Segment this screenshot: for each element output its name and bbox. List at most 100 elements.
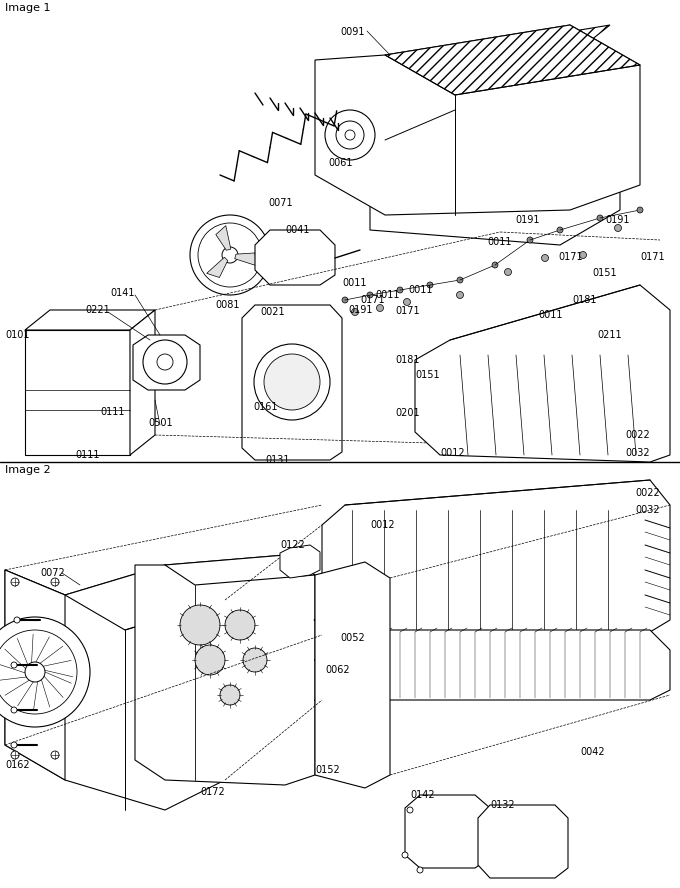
- Text: 0151: 0151: [592, 268, 617, 278]
- Text: 0201: 0201: [395, 408, 420, 418]
- Text: 0191: 0191: [605, 215, 630, 225]
- Text: Image 2: Image 2: [5, 465, 50, 475]
- Polygon shape: [385, 25, 640, 95]
- Polygon shape: [5, 570, 65, 780]
- Polygon shape: [322, 480, 670, 635]
- Circle shape: [198, 223, 262, 287]
- Circle shape: [352, 308, 358, 315]
- Text: 0042: 0042: [580, 747, 605, 757]
- Circle shape: [51, 751, 59, 759]
- Polygon shape: [235, 253, 258, 266]
- Text: 0131: 0131: [265, 455, 290, 465]
- Text: 0021: 0021: [260, 307, 285, 317]
- Text: 0011: 0011: [408, 285, 432, 295]
- Polygon shape: [478, 805, 568, 878]
- Text: 0171: 0171: [640, 252, 664, 262]
- Circle shape: [25, 662, 45, 682]
- Circle shape: [11, 707, 17, 713]
- Text: 0101: 0101: [5, 330, 29, 340]
- Circle shape: [342, 297, 348, 303]
- Text: 0011: 0011: [487, 237, 511, 247]
- Text: 0111: 0111: [100, 407, 124, 417]
- Text: 0081: 0081: [215, 300, 239, 310]
- Polygon shape: [165, 555, 315, 585]
- Circle shape: [180, 605, 220, 645]
- Circle shape: [637, 207, 643, 213]
- Circle shape: [579, 251, 586, 258]
- Circle shape: [222, 247, 238, 263]
- Text: 0041: 0041: [285, 225, 309, 235]
- Text: 0011: 0011: [538, 310, 562, 320]
- Polygon shape: [65, 565, 225, 630]
- Circle shape: [367, 292, 373, 298]
- Circle shape: [407, 807, 413, 813]
- Polygon shape: [130, 310, 155, 455]
- Text: 0072: 0072: [40, 568, 65, 578]
- Circle shape: [557, 227, 563, 233]
- Circle shape: [243, 648, 267, 672]
- Circle shape: [345, 130, 355, 140]
- Polygon shape: [415, 285, 670, 462]
- Circle shape: [157, 354, 173, 370]
- Text: 0071: 0071: [268, 198, 292, 208]
- Circle shape: [403, 298, 411, 305]
- Circle shape: [0, 630, 77, 714]
- Text: 0211: 0211: [597, 330, 622, 340]
- Text: 0171: 0171: [558, 252, 583, 262]
- Text: 0052: 0052: [340, 633, 364, 643]
- Text: 0172: 0172: [200, 787, 225, 797]
- Circle shape: [143, 340, 187, 384]
- Text: 0022: 0022: [625, 430, 650, 440]
- Circle shape: [195, 645, 225, 675]
- Circle shape: [14, 617, 20, 623]
- Circle shape: [527, 237, 533, 243]
- Polygon shape: [25, 330, 130, 455]
- Text: 0141: 0141: [110, 288, 135, 298]
- Text: 0191: 0191: [348, 305, 373, 315]
- Text: Image 1: Image 1: [5, 3, 50, 13]
- Polygon shape: [315, 25, 640, 215]
- Polygon shape: [315, 562, 390, 788]
- Text: 0181: 0181: [572, 295, 596, 305]
- Text: 0132: 0132: [490, 800, 515, 810]
- Text: 0022: 0022: [635, 488, 660, 498]
- Polygon shape: [370, 65, 620, 245]
- Text: 0061: 0061: [328, 158, 352, 168]
- Text: 0122: 0122: [280, 540, 305, 550]
- Polygon shape: [207, 258, 228, 277]
- Text: 0012: 0012: [440, 448, 464, 458]
- Circle shape: [51, 578, 59, 586]
- Text: 0091: 0091: [340, 27, 364, 37]
- Text: 0221: 0221: [85, 305, 109, 315]
- Polygon shape: [5, 565, 225, 810]
- Circle shape: [11, 742, 17, 748]
- Text: 0062: 0062: [325, 665, 350, 675]
- Circle shape: [427, 282, 433, 288]
- Circle shape: [492, 262, 498, 268]
- Polygon shape: [133, 335, 200, 390]
- Circle shape: [417, 867, 423, 873]
- Text: 0032: 0032: [625, 448, 649, 458]
- Text: 0032: 0032: [635, 505, 660, 515]
- Text: 0171: 0171: [360, 295, 385, 305]
- Text: 0171: 0171: [395, 306, 420, 316]
- Polygon shape: [216, 226, 231, 250]
- Circle shape: [541, 255, 549, 261]
- Polygon shape: [370, 25, 610, 95]
- Text: 0011: 0011: [342, 278, 367, 288]
- Circle shape: [254, 344, 330, 420]
- Text: 0111: 0111: [75, 450, 99, 460]
- Text: 0161: 0161: [253, 402, 277, 412]
- Circle shape: [615, 225, 622, 232]
- Text: 0162: 0162: [5, 760, 30, 770]
- Circle shape: [457, 277, 463, 283]
- Text: 0181: 0181: [395, 355, 420, 365]
- Polygon shape: [405, 795, 490, 868]
- Circle shape: [397, 287, 403, 293]
- Polygon shape: [135, 555, 315, 785]
- Polygon shape: [25, 310, 155, 330]
- Text: 0142: 0142: [410, 790, 435, 800]
- Circle shape: [220, 685, 240, 705]
- Text: 0152: 0152: [315, 765, 340, 775]
- Circle shape: [336, 121, 364, 149]
